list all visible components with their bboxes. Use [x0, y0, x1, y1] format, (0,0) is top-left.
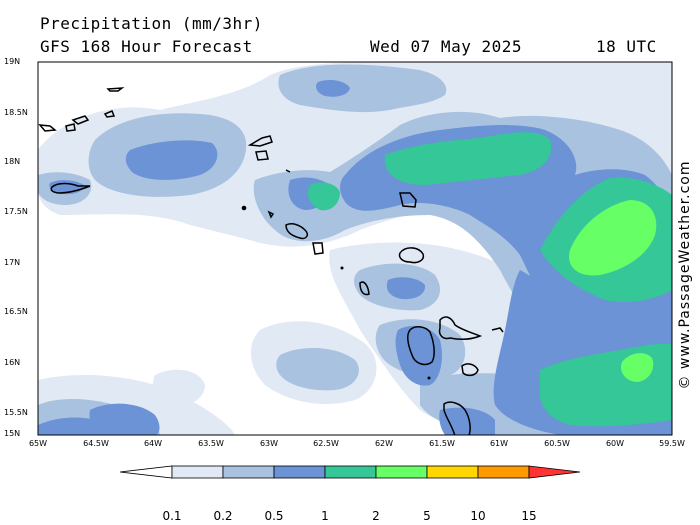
- lat-label-15n: 15N: [4, 429, 21, 438]
- colorbar-label-0-1: 0.1: [162, 509, 182, 523]
- map-frame: [37, 61, 673, 436]
- colorbar-label-15: 15: [521, 509, 537, 523]
- lat-label-15-5n: 15.5N: [4, 408, 28, 417]
- lat-label-18-5n: 18.5N: [4, 108, 28, 117]
- lat-label-16-5n: 16.5N: [4, 307, 28, 316]
- colorbar-label-1: 1: [321, 509, 329, 523]
- colorbar-label-0-5: 0.5: [264, 509, 284, 523]
- lon-label-61-5w: 61.5W: [429, 439, 455, 448]
- colorbar: [119, 465, 581, 479]
- valid-time: 18 UTC: [596, 37, 657, 56]
- precipitation-field: [38, 62, 672, 435]
- lon-label-62-5w: 62.5W: [313, 439, 339, 448]
- lon-label-60-5w: 60.5W: [544, 439, 570, 448]
- colorbar-label-2: 2: [372, 509, 380, 523]
- lat-label-17-5n: 17.5N: [4, 207, 28, 216]
- lon-label-64w: 64W: [143, 439, 163, 448]
- lat-label-18n: 18N: [4, 157, 21, 166]
- lat-label-19n: 19N: [4, 57, 21, 66]
- forecast-subtitle: GFS 168 Hour Forecast: [40, 37, 253, 56]
- lon-label-63-5w: 63.5W: [198, 439, 224, 448]
- small-islands: [241, 205, 431, 380]
- lat-label-17n: 17N: [4, 258, 21, 267]
- lat-label-16n: 16N: [4, 358, 21, 367]
- watermark: © www.PassageWeather.com: [670, 150, 700, 400]
- lon-label-60w: 60W: [605, 439, 625, 448]
- lon-label-64-5w: 64.5W: [83, 439, 109, 448]
- colorbar-label-10: 10: [470, 509, 486, 523]
- lon-label-63w: 63W: [259, 439, 279, 448]
- lon-label-62w: 62W: [374, 439, 394, 448]
- precip-level-2: [569, 200, 657, 382]
- lon-label-65w: 65W: [28, 439, 48, 448]
- lon-label-59-5w: 59.5W: [659, 439, 685, 448]
- colorbar-label-5: 5: [423, 509, 431, 523]
- colorbar-label-0-2: 0.2: [213, 509, 233, 523]
- map-title: Precipitation (mm/3hr): [40, 14, 263, 33]
- coastlines: [38, 87, 504, 435]
- valid-date: Wed 07 May 2025: [370, 37, 522, 56]
- lon-label-61w: 61W: [489, 439, 509, 448]
- watermark-text: © www.PassageWeather.com: [677, 160, 693, 390]
